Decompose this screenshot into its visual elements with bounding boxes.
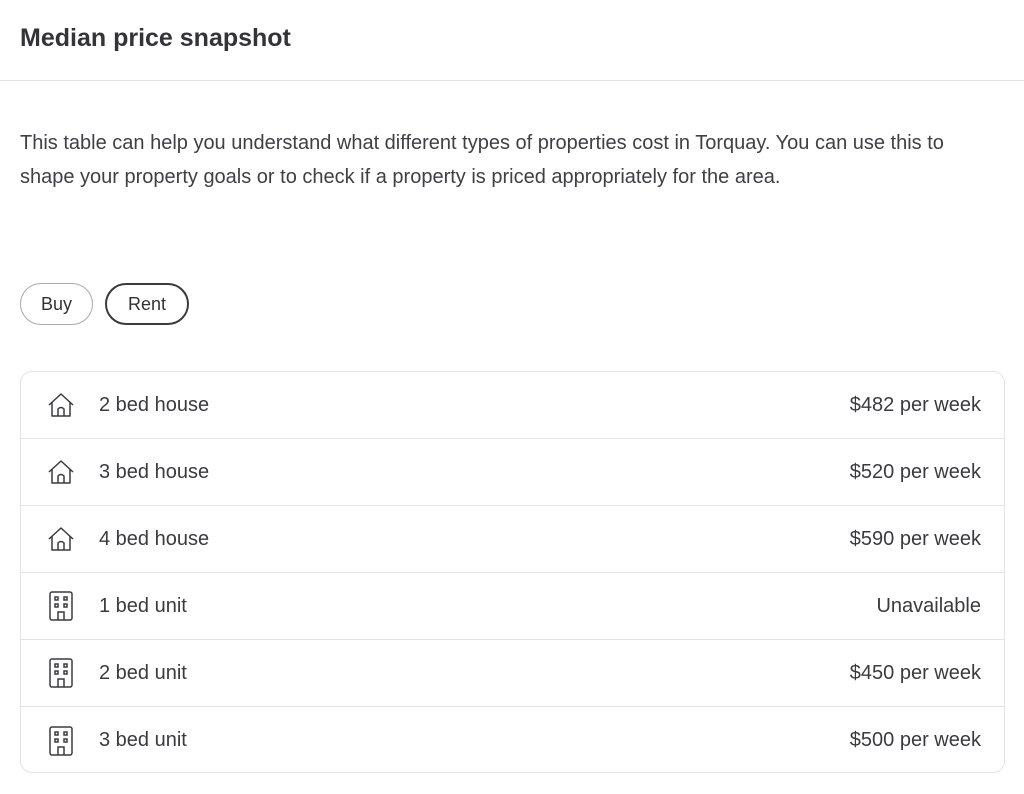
- table-row: 1 bed unit Unavailable: [21, 573, 1004, 640]
- median-price: $500 per week: [849, 729, 981, 751]
- table-row: 2 bed house $482 per week: [21, 372, 1004, 439]
- property-type: 2 bed house: [99, 393, 210, 416]
- rent-button[interactable]: Rent: [105, 283, 190, 325]
- house-icon: [45, 523, 77, 555]
- page-title: Median price snapshot: [20, 24, 291, 52]
- table-row: 4 bed house $590 per week: [21, 506, 1004, 573]
- building-icon: [45, 725, 77, 757]
- property-type: 4 bed house: [99, 527, 210, 550]
- median-price: Unavailable: [876, 594, 981, 617]
- median-price: $590 per week: [849, 527, 981, 550]
- buy-rent-toggle: Buy Rent: [20, 283, 190, 325]
- median-price: $520 per week: [849, 460, 981, 483]
- buy-button[interactable]: Buy: [20, 283, 94, 325]
- property-type: 2 bed unit: [99, 661, 187, 684]
- table-row: 2 bed unit $450 per week: [21, 640, 1004, 707]
- median-price: $450 per week: [849, 661, 981, 684]
- property-type: 3 bed unit: [99, 729, 187, 751]
- house-icon: [45, 456, 77, 488]
- building-icon: [45, 590, 77, 622]
- property-type: 1 bed unit: [99, 594, 187, 617]
- table-row: 3 bed house $520 per week: [21, 439, 1004, 506]
- building-icon: [45, 657, 77, 689]
- table-row: 3 bed unit $500 per week: [21, 707, 1004, 772]
- property-type: 3 bed house: [99, 460, 210, 483]
- median-price: $482 per week: [849, 393, 981, 416]
- house-icon: [45, 389, 77, 421]
- description: This table can help you understand what …: [20, 132, 944, 188]
- price-table: 2 bed house $482 per week 3 bed house $5…: [20, 371, 1005, 773]
- header: Median price snapshot: [0, 0, 1024, 81]
